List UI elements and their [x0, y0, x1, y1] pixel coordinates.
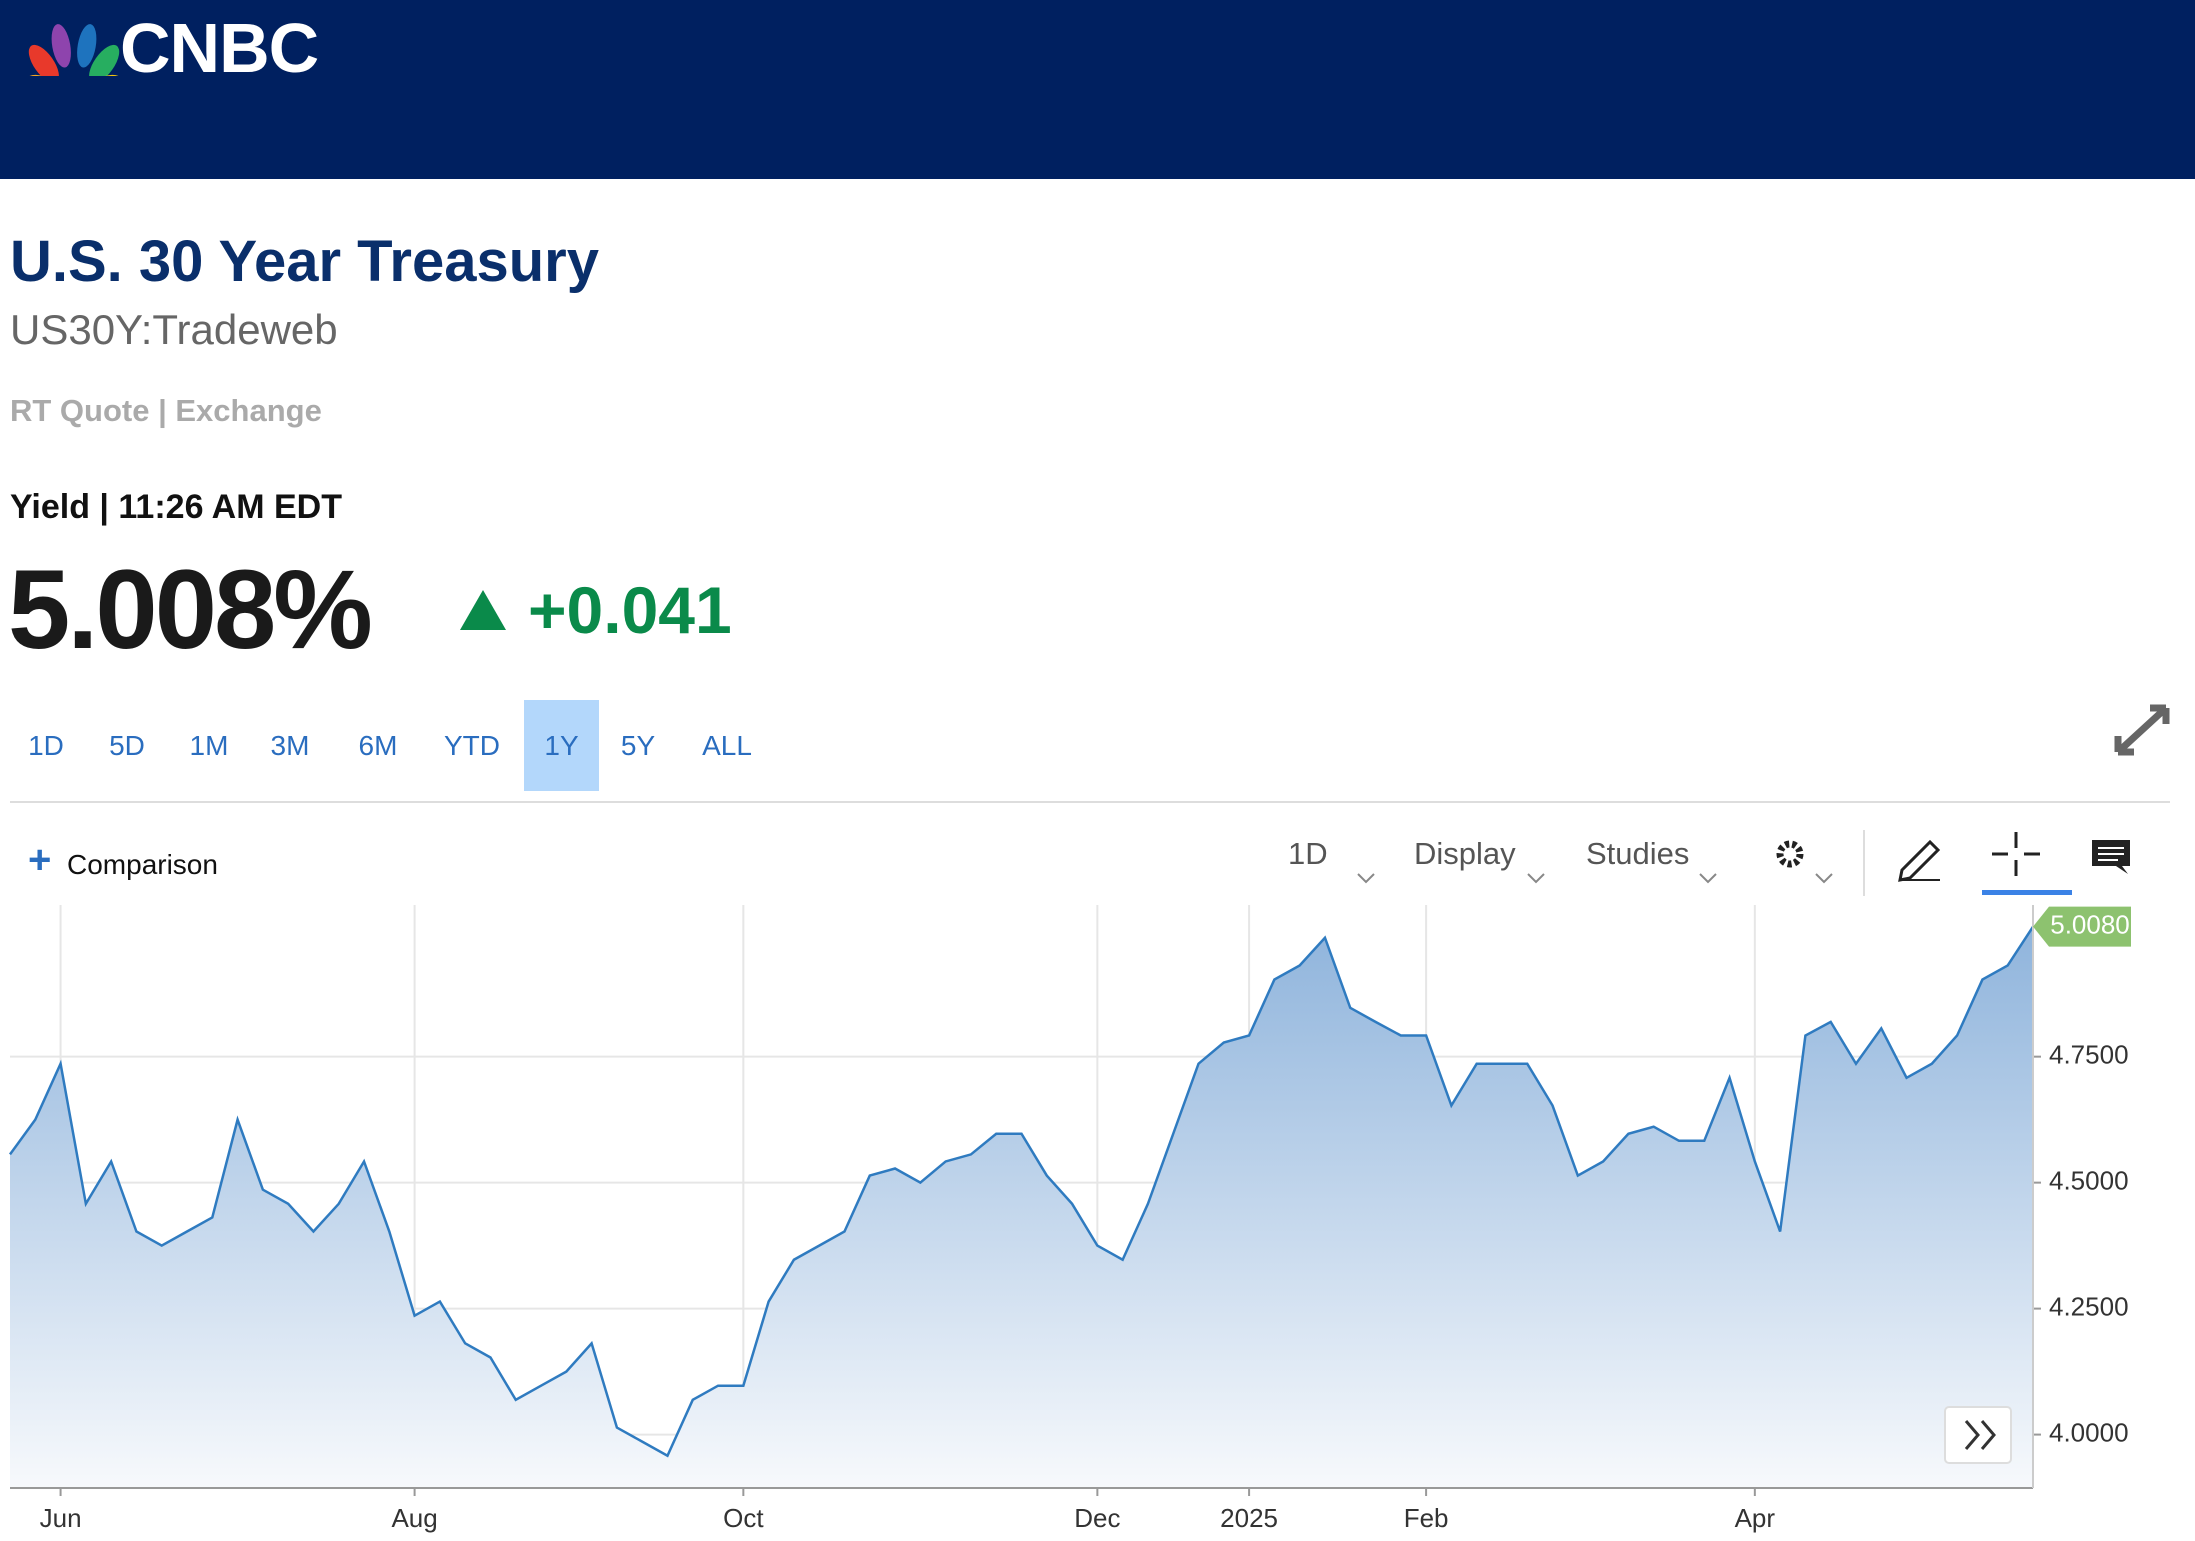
interval-button[interactable]: 1D [1288, 836, 1328, 871]
x-tick-label: 2025 [1220, 1503, 1278, 1533]
x-tick-label: Dec [1074, 1503, 1120, 1533]
logo-text[interactable]: CNBC [120, 9, 319, 87]
separator [10, 801, 2170, 803]
header: CNBC [0, 0, 2195, 179]
range-button[interactable]: 5D [109, 730, 145, 761]
range-button[interactable]: 1D [28, 730, 64, 761]
up-arrow [460, 590, 506, 630]
x-tick-label: Jun [40, 1503, 82, 1533]
y-tick-label: 4.2500 [2049, 1291, 2129, 1321]
toolbar-icons [1357, 830, 2130, 896]
expand-icon[interactable] [2110, 700, 2174, 760]
display-button[interactable]: Display [1414, 836, 1516, 871]
range-button[interactable]: 6M [358, 730, 398, 761]
quote-title: U.S. 30 Year Treasury [10, 229, 600, 294]
x-tick-label: Apr [1735, 1503, 1776, 1533]
price-line [8, 925, 2035, 1458]
y-tick-label: 4.7500 [2049, 1040, 2129, 1070]
range-button[interactable]: 1M [189, 730, 229, 761]
range-button[interactable]: 3M [270, 730, 310, 761]
y-tick-label: 4.5000 [2049, 1166, 2129, 1196]
x-tick-label: Oct [723, 1503, 764, 1533]
x-tick-label: Aug [391, 1503, 437, 1533]
range-button[interactable]: 5Y [620, 730, 656, 761]
scroll-icon [1964, 1420, 1996, 1450]
range-button[interactable]: YTD [444, 730, 500, 761]
quote-time: Yield | 11:26 AM EDT [10, 488, 342, 526]
range-button[interactable]: ALL [702, 730, 752, 761]
area-fill [10, 926, 2033, 1488]
studies-button[interactable]: Studies [1586, 836, 1690, 871]
quote-price: 5.008% [8, 547, 373, 672]
quote-symbol: US30Y:Tradeweb [10, 306, 338, 353]
quote-source: RT Quote | Exchange [10, 393, 322, 428]
last-price-box [2033, 906, 2131, 947]
y-tick-label: 4.0000 [2049, 1417, 2129, 1447]
plus-icon[interactable]: + [28, 838, 52, 882]
peacock-logo [25, 24, 123, 76]
range-button[interactable]: 1Y [524, 700, 599, 791]
quote-change: +0.041 [528, 573, 732, 647]
comparison-button[interactable]: Comparison [67, 849, 218, 880]
chart: 4.0000 4.2500 4.5000 4.7500 Jun Aug Oct Dec 2025… [8, 905, 2131, 1533]
last-price-label: 5.0080 [2050, 910, 2130, 940]
x-tick-label: Feb [1404, 1503, 1449, 1533]
